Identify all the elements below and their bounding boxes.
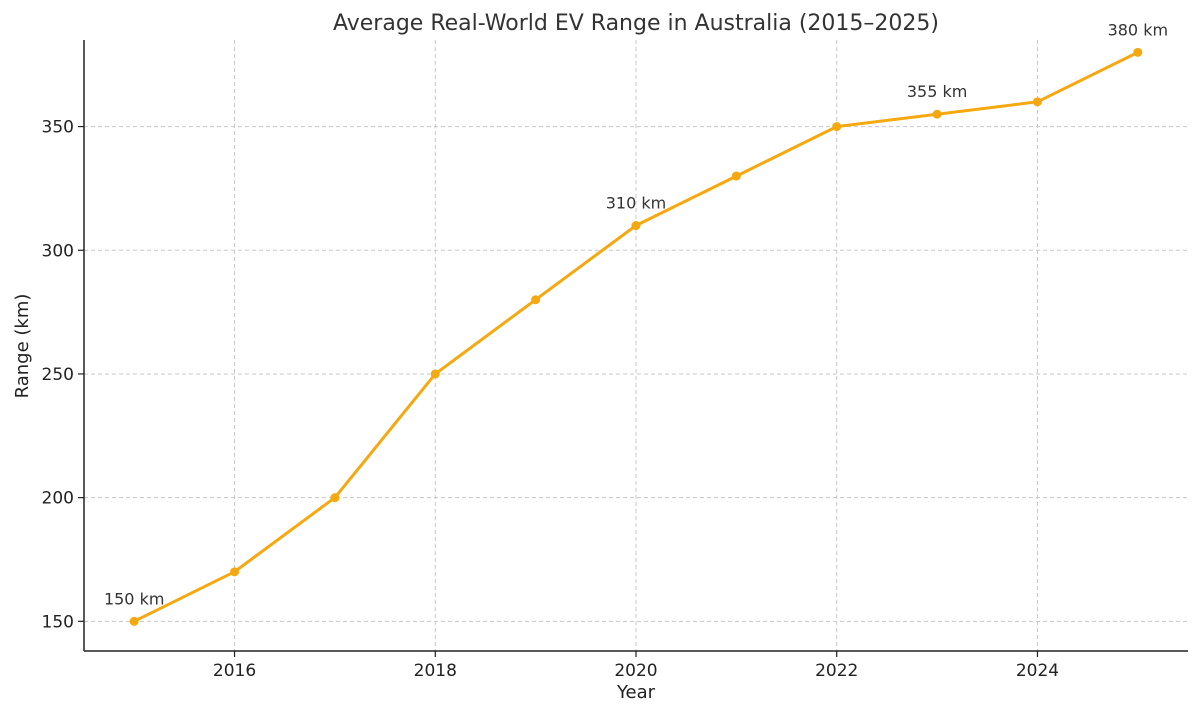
y-tick-label: 250 bbox=[42, 365, 74, 385]
y-tick-label: 350 bbox=[42, 118, 74, 138]
data-label: 380 km bbox=[1108, 20, 1168, 39]
data-point bbox=[129, 616, 139, 626]
annotations: 150 km 310 km 355 km 380 km bbox=[104, 20, 1168, 608]
x-tick-label: 2024 bbox=[1016, 661, 1059, 681]
data-label: 355 km bbox=[907, 82, 967, 101]
data-label: 150 km bbox=[104, 589, 164, 608]
x-tick-label: 2018 bbox=[414, 661, 457, 681]
x-tick-label: 2022 bbox=[815, 661, 858, 681]
y-axis-label: Range (km) bbox=[12, 294, 33, 399]
data-point bbox=[230, 567, 240, 577]
x-tick-label: 2020 bbox=[614, 661, 657, 681]
data-point bbox=[1032, 97, 1042, 107]
data-point bbox=[330, 493, 340, 503]
y-tick-label: 300 bbox=[42, 241, 74, 261]
data-point bbox=[531, 295, 541, 305]
data-point bbox=[932, 109, 942, 119]
data-label: 310 km bbox=[606, 194, 666, 213]
data-point bbox=[832, 122, 842, 132]
chart-title: Average Real-World EV Range in Australia… bbox=[333, 11, 939, 36]
y-tick-label: 200 bbox=[42, 489, 74, 509]
data-point bbox=[631, 221, 641, 231]
grid bbox=[84, 40, 1188, 651]
series bbox=[129, 47, 1143, 626]
data-point bbox=[1133, 47, 1143, 57]
data-point bbox=[731, 171, 741, 181]
data-point bbox=[430, 369, 440, 379]
x-axis-label: Year bbox=[616, 682, 656, 703]
ticks: 2016 2018 2020 2022 2024 150 200 250 300 350 bbox=[42, 118, 1060, 681]
y-tick-label: 150 bbox=[42, 612, 74, 632]
x-tick-label: 2016 bbox=[213, 661, 256, 681]
